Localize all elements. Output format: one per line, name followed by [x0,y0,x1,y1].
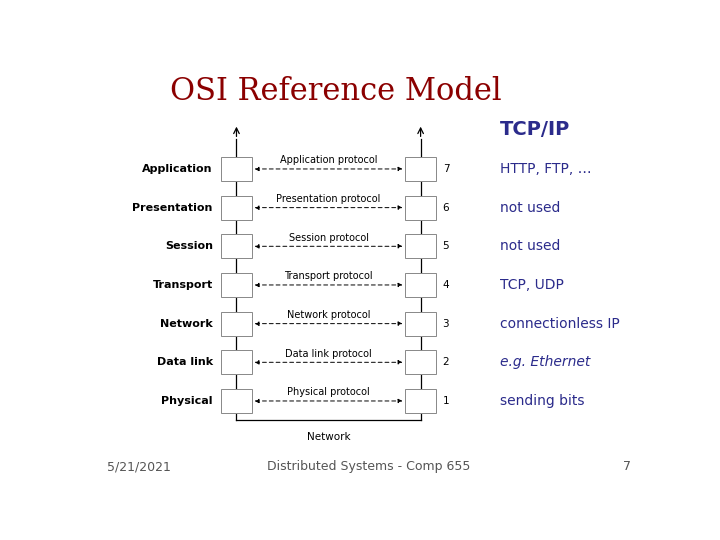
Bar [221,273,252,297]
Text: Presentation: Presentation [132,202,213,213]
Text: 3: 3 [443,319,449,329]
Text: 6: 6 [443,202,449,213]
Bar [405,312,436,336]
Bar [221,234,252,258]
Text: TCP, UDP: TCP, UDP [500,278,564,292]
Text: sending bits: sending bits [500,394,585,408]
Text: Session protocol: Session protocol [289,233,369,242]
Text: Network: Network [160,319,213,329]
Text: Session: Session [165,241,213,251]
Text: Transport protocol: Transport protocol [284,271,373,281]
Text: Application protocol: Application protocol [280,155,377,165]
Text: 7: 7 [443,164,449,174]
Text: Distributed Systems - Comp 655: Distributed Systems - Comp 655 [267,460,471,473]
Text: 4: 4 [443,280,449,290]
Text: not used: not used [500,201,560,214]
Text: Presentation protocol: Presentation protocol [276,194,381,204]
Bar [221,312,252,336]
Text: 5: 5 [443,241,449,251]
Text: 5/21/2021: 5/21/2021 [107,460,171,473]
Text: 2: 2 [443,357,449,367]
Text: Physical: Physical [161,396,213,406]
Bar [405,234,436,258]
Bar [405,195,436,220]
Bar [221,195,252,220]
Text: not used: not used [500,239,560,253]
Text: TCP/IP: TCP/IP [500,120,570,139]
Text: Transport: Transport [153,280,213,290]
Text: Data link protocol: Data link protocol [285,348,372,359]
Text: OSI Reference Model: OSI Reference Model [170,76,501,107]
Bar [405,157,436,181]
Text: Network: Network [307,432,351,442]
Bar [221,389,252,413]
Text: HTTP, FTP, …: HTTP, FTP, … [500,162,592,176]
Bar [221,350,252,374]
Text: 7: 7 [624,460,631,473]
Text: connectionless IP: connectionless IP [500,316,620,330]
Bar [405,389,436,413]
Bar [405,273,436,297]
Text: Network protocol: Network protocol [287,310,370,320]
Text: 1: 1 [443,396,449,406]
Text: Data link: Data link [157,357,213,367]
Bar [405,350,436,374]
Text: Application: Application [143,164,213,174]
Text: e.g. Ethernet: e.g. Ethernet [500,355,590,369]
Bar [221,157,252,181]
Text: Physical protocol: Physical protocol [287,387,370,397]
